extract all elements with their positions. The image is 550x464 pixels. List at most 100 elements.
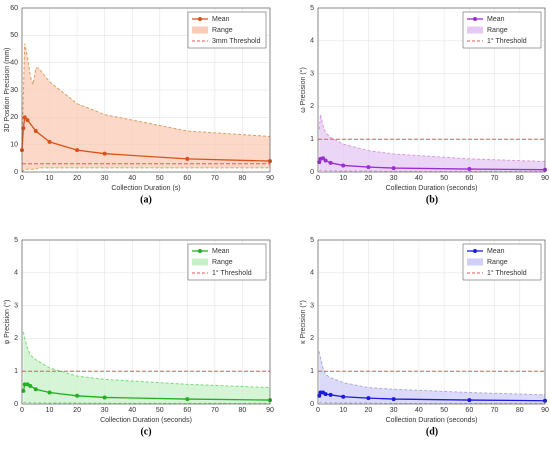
x-tick-label: 90: [266, 175, 274, 182]
mean-marker: [22, 382, 27, 387]
mean-marker: [22, 115, 27, 120]
y-tick-label: 30: [10, 87, 18, 94]
mean-marker: [33, 129, 38, 133]
legend-label: Mean: [487, 16, 505, 23]
range-upper: [318, 351, 546, 396]
x-axis-label: Collection Duration (seconds): [386, 185, 478, 192]
x-tick-label: 0: [316, 175, 320, 182]
y-tick-label: 0: [310, 401, 314, 408]
y-tick-label: 5: [310, 237, 314, 244]
x-tick-label: 50: [440, 175, 448, 182]
mean-marker: [366, 165, 371, 170]
y-tick-label: 2: [310, 335, 314, 342]
x-tick-label: 40: [415, 175, 423, 182]
y-axis-label: ω Precision (°): [299, 67, 307, 113]
range-lower: [319, 169, 545, 172]
mean-marker: [47, 390, 52, 395]
range-lower: [319, 401, 545, 404]
mean-marker: [102, 151, 107, 156]
caption: (d): [426, 426, 438, 437]
mean-marker: [323, 392, 328, 397]
x-tick-label: 0: [20, 175, 24, 182]
mean-marker: [323, 158, 328, 163]
x-tick-label: 20: [73, 175, 81, 182]
legend-marker: [198, 17, 202, 21]
x-tick-label: 30: [101, 175, 109, 182]
range-area: [319, 114, 545, 172]
legend-marker: [473, 249, 477, 253]
y-tick-label: 4: [310, 38, 314, 45]
range-area: [319, 351, 545, 404]
y-tick-label: 1: [14, 368, 18, 375]
y-tick-label: 3: [310, 70, 314, 77]
mean-marker: [33, 387, 38, 392]
legend-label: Mean: [212, 16, 230, 23]
legend-label: 3mm Threshold: [212, 38, 261, 45]
y-tick-label: 10: [10, 142, 18, 149]
legend-label: Range: [487, 259, 508, 266]
caption: (a): [140, 194, 152, 205]
y-tick-label: 0: [14, 169, 18, 176]
mean-marker: [21, 388, 26, 393]
x-tick-label: 80: [239, 175, 247, 182]
y-tick-label: 0: [14, 401, 18, 408]
x-tick-label: 10: [339, 175, 347, 182]
y-tick-label: 4: [14, 270, 18, 277]
legend-label: 1° Threshold: [487, 269, 527, 277]
legend-label: Range: [487, 27, 508, 34]
mean-line: [21, 115, 271, 162]
x-tick-label: 70: [211, 175, 219, 182]
mean-marker: [391, 397, 396, 402]
mean-marker: [467, 167, 472, 172]
x-tick-label: 20: [73, 407, 81, 414]
legend-swatch: [467, 26, 483, 34]
y-tick-label: 5: [310, 5, 314, 12]
x-tick-label: 0: [20, 407, 24, 414]
chart: 0 10 20 30 40 50 60 70 80 90 0 1 2 3 4 5 Collection Dura…: [299, 237, 549, 437]
mean-marker: [341, 394, 346, 399]
legend-swatch: [467, 258, 483, 266]
range-upper: [318, 114, 546, 163]
y-tick-label: 1: [310, 136, 314, 143]
x-tick-label: 20: [365, 407, 373, 414]
x-tick-label: 40: [415, 407, 423, 414]
legend-label: Range: [212, 259, 233, 266]
y-tick-label: 3: [14, 302, 18, 309]
x-tick-label: 90: [266, 407, 274, 414]
legend-label: 1° Threshold: [487, 37, 527, 45]
x-tick-label: 80: [516, 407, 524, 414]
x-tick-label: 60: [465, 407, 473, 414]
range-upper: [22, 331, 271, 389]
x-axis-label: Collection Duration (seconds): [386, 417, 478, 424]
x-tick-label: 30: [390, 175, 398, 182]
x-tick-label: 90: [541, 175, 549, 182]
x-tick-label: 30: [101, 407, 109, 414]
x-axis-label: Collection Duration (s): [111, 185, 180, 192]
x-tick-label: 80: [239, 407, 247, 414]
mean-marker: [28, 383, 33, 388]
legend-swatch: [192, 26, 208, 34]
mean-marker: [391, 166, 396, 171]
x-tick-label: 10: [46, 407, 54, 414]
x-tick-label: 10: [46, 175, 54, 182]
range-area: [22, 43, 270, 173]
legend-label: Mean: [212, 248, 230, 255]
y-tick-label: 0: [310, 169, 314, 176]
x-tick-label: 20: [365, 175, 373, 182]
mean-marker: [21, 126, 26, 131]
mean-marker: [341, 163, 346, 168]
x-tick-label: 40: [128, 175, 136, 182]
x-tick-label: 60: [183, 407, 191, 414]
caption: (b): [426, 194, 438, 205]
x-tick-label: 50: [156, 407, 164, 414]
chart: 0 10 20 30 40 50 60 70 80 900102030405060Collecti…: [4, 5, 274, 205]
x-tick-label: 50: [156, 175, 164, 182]
plot-frame: [21, 239, 271, 405]
mean-marker: [185, 156, 190, 161]
range-lower: [23, 401, 270, 404]
chart: 0 10 20 30 40 50 60 70 80 90 0 1 2 3 4 5 Collection Dura…: [3, 237, 274, 437]
y-tick-label: 2: [14, 335, 18, 342]
y-tick-label: 50: [10, 32, 18, 39]
y-tick-label: 1: [310, 368, 314, 375]
